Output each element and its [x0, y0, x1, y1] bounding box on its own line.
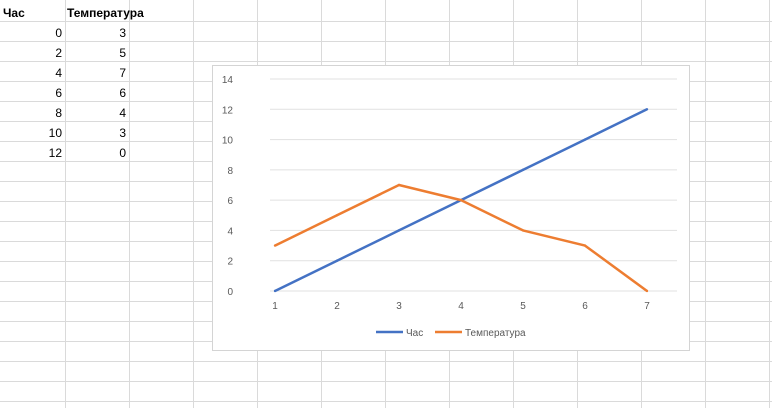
- line-chart[interactable]: 0 2 4 6 8 10 12 14 1 2 3 4 5 6 7 Час Температура: [212, 65, 690, 351]
- y-axis-ticks: 0 2 4 6 8 10 12 14: [222, 75, 234, 298]
- x-tick-label: 4: [458, 301, 464, 312]
- cell-temperature[interactable]: 5: [119, 46, 126, 60]
- x-tick-label: 5: [520, 301, 526, 312]
- cell-temperature[interactable]: 0: [119, 146, 126, 160]
- legend-label: Температура: [465, 328, 526, 339]
- y-tick-label: 10: [222, 136, 234, 147]
- y-tick-label: 4: [227, 226, 233, 237]
- y-tick-label: 0: [227, 287, 233, 298]
- y-tick-label: 12: [222, 105, 234, 116]
- x-tick-label: 1: [272, 301, 278, 312]
- y-tick-label: 8: [227, 166, 233, 177]
- cell-temperature[interactable]: 3: [119, 26, 126, 40]
- data-point: [397, 229, 401, 232]
- data-point: [397, 183, 401, 187]
- cell-hour[interactable]: 6: [55, 86, 62, 100]
- data-point: [273, 289, 277, 293]
- header-cell-hour[interactable]: Час: [3, 6, 25, 20]
- cell-temperature[interactable]: 4: [119, 106, 126, 120]
- y-tick-label: 2: [227, 257, 233, 268]
- cell-temperature[interactable]: 6: [119, 86, 126, 100]
- cell-hour[interactable]: 2: [55, 46, 62, 60]
- chart-legend: Час Температура: [376, 328, 526, 339]
- data-point: [645, 108, 649, 111]
- data-point: [583, 244, 587, 247]
- y-tick-label: 14: [222, 75, 234, 86]
- data-point: [521, 229, 525, 232]
- cell-temperature[interactable]: 3: [119, 126, 126, 140]
- cell-hour[interactable]: 10: [48, 126, 62, 140]
- data-point: [335, 259, 339, 262]
- cell-hour[interactable]: 4: [55, 66, 62, 80]
- x-tick-label: 3: [396, 301, 402, 312]
- chart-gridlines: [270, 78, 677, 292]
- data-point: [335, 214, 339, 217]
- x-tick-label: 7: [644, 301, 650, 312]
- x-axis-ticks: 1 2 3 4 5 6 7: [272, 301, 650, 312]
- data-point: [645, 289, 649, 293]
- header-cell-temperature[interactable]: Температура: [67, 6, 144, 20]
- cell-temperature[interactable]: 7: [119, 66, 126, 80]
- cell-hour[interactable]: 8: [55, 106, 62, 120]
- data-point: [583, 138, 587, 141]
- x-tick-label: 6: [582, 301, 588, 312]
- series-Температура: [273, 183, 649, 293]
- y-tick-label: 6: [227, 196, 233, 207]
- x-tick-label: 2: [334, 301, 340, 312]
- data-point: [521, 168, 525, 172]
- cell-hour[interactable]: 12: [48, 146, 62, 160]
- cell-hour[interactable]: 0: [55, 26, 62, 40]
- legend-label: Час: [406, 328, 423, 339]
- data-point: [459, 198, 463, 202]
- data-point: [273, 244, 277, 247]
